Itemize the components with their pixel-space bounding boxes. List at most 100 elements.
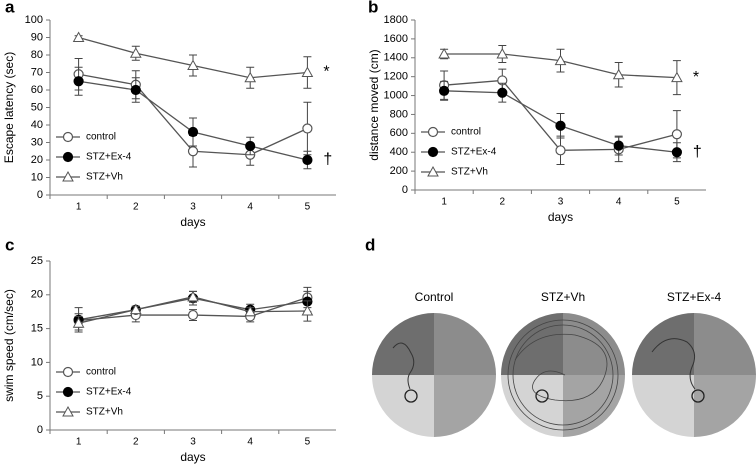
x-tick-label: 5 <box>674 197 680 208</box>
marker <box>496 47 509 59</box>
marker <box>497 87 508 98</box>
marker <box>671 147 683 158</box>
maze-title: STZ+Ex-4 <box>667 290 722 304</box>
y-tick-label: 10 <box>31 356 43 368</box>
y-tick-label: 30 <box>31 136 43 148</box>
x-tick-label: 2 <box>500 197 506 208</box>
marker <box>187 309 199 321</box>
annotation: † <box>693 143 702 160</box>
y-axis-label: distance moved (cm) <box>367 49 381 160</box>
y-tick-label: 800 <box>390 108 408 120</box>
legend-marker <box>62 131 74 143</box>
x-axis-label: days <box>548 210 573 224</box>
marker <box>129 303 142 315</box>
x-tick-label: 2 <box>133 437 139 448</box>
y-tick-label: 90 <box>31 31 43 43</box>
annotation: * <box>693 69 699 86</box>
marker <box>555 120 566 131</box>
x-tick-label: 5 <box>305 437 311 448</box>
y-axis-label: Escape latency (sec) <box>2 52 16 163</box>
legend-label: STZ+Ex-4 <box>451 147 497 158</box>
x-tick-label: 1 <box>441 197 447 208</box>
x-tick-label: 3 <box>190 437 196 448</box>
marker <box>555 145 566 156</box>
marker <box>187 126 199 138</box>
y-tick-label: 20 <box>31 289 43 301</box>
marker <box>187 59 199 70</box>
legend-marker <box>62 386 74 398</box>
y-tick-label: 600 <box>390 127 408 139</box>
marker <box>244 71 257 83</box>
legend-marker <box>427 165 439 177</box>
y-tick-label: 400 <box>390 146 408 158</box>
legend-marker <box>62 151 74 163</box>
y-axis-label: swim speed (cm/sec) <box>2 289 16 402</box>
y-tick-label: 60 <box>31 84 43 96</box>
panel-label: c <box>5 235 14 254</box>
y-tick-label: 1600 <box>384 33 408 45</box>
marker <box>302 123 313 134</box>
x-axis-label: days <box>180 450 205 464</box>
y-tick-label: 70 <box>31 66 43 78</box>
x-tick-label: 4 <box>247 202 253 213</box>
y-tick-label: 5 <box>37 390 43 402</box>
marker <box>613 140 624 151</box>
legend-label: STZ+Ex-4 <box>86 152 132 163</box>
marker <box>439 85 450 96</box>
y-tick-label: 0 <box>402 184 408 196</box>
y-tick-label: 1200 <box>384 71 408 83</box>
y-tick-label: 0 <box>37 424 43 436</box>
y-tick-label: 1400 <box>384 52 408 64</box>
legend-marker <box>62 405 74 417</box>
marker <box>187 290 199 302</box>
panel-label: d <box>365 235 375 254</box>
legend-label: STZ+Vh <box>86 407 123 418</box>
x-tick-label: 3 <box>190 202 196 213</box>
marker <box>245 140 256 152</box>
y-tick-label: 1000 <box>384 89 408 101</box>
marker <box>554 54 567 66</box>
y-tick-label: 200 <box>390 165 408 177</box>
x-tick-label: 2 <box>133 202 139 213</box>
legend-marker <box>62 366 74 378</box>
x-tick-label: 1 <box>76 437 82 448</box>
x-tick-label: 5 <box>305 202 311 213</box>
annotation: † <box>323 151 332 168</box>
panel-label: a <box>5 0 15 16</box>
marker <box>244 305 257 317</box>
legend-label: STZ+Vh <box>451 167 488 178</box>
y-tick-label: 10 <box>31 171 43 183</box>
marker <box>72 317 85 328</box>
y-tick-label: 1800 <box>384 14 408 26</box>
marker <box>129 47 142 58</box>
legend-label: control <box>451 127 481 138</box>
y-tick-label: 25 <box>31 255 43 267</box>
legend-label: control <box>86 367 116 378</box>
y-tick-label: 15 <box>31 323 43 335</box>
marker <box>612 68 625 80</box>
y-tick-label: 40 <box>31 119 43 131</box>
x-tick-label: 4 <box>616 197 622 208</box>
legend-label: STZ+Vh <box>86 172 123 183</box>
y-tick-label: 100 <box>25 14 43 26</box>
x-tick-label: 1 <box>76 202 82 213</box>
x-axis-label: days <box>180 215 205 229</box>
legend-label: control <box>86 132 116 143</box>
maze <box>372 313 756 437</box>
marker <box>73 76 84 87</box>
marker <box>301 304 314 316</box>
marker <box>438 47 450 59</box>
x-tick-label: 4 <box>247 437 253 448</box>
panel-label: b <box>368 0 378 16</box>
y-tick-label: 0 <box>37 189 43 201</box>
legend-label: STZ+Ex-4 <box>86 387 132 398</box>
marker <box>671 129 683 140</box>
y-tick-label: 80 <box>31 49 43 61</box>
marker <box>130 84 141 96</box>
annotation: * <box>323 64 329 81</box>
marker <box>302 154 313 166</box>
marker <box>671 71 683 83</box>
maze-title: STZ+Vh <box>541 290 585 304</box>
